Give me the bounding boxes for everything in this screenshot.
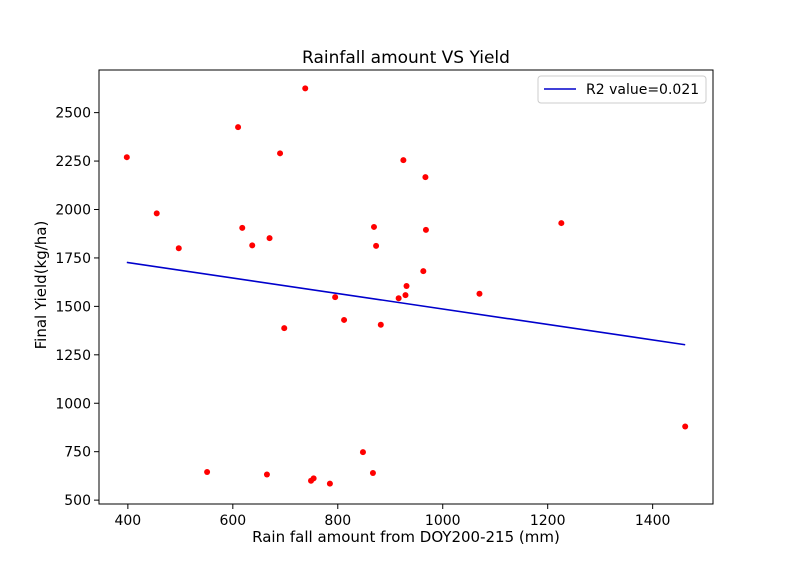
data-point [682,423,689,430]
legend: R2 value=0.021 [537,75,707,104]
y-tick-label: 750 [64,445,91,461]
legend-label: R2 value=0.021 [586,82,699,98]
data-point [373,242,380,249]
data-point [558,220,565,227]
y-axis: 500 750 1000 1250 1500 1750 2000 2250 2500 [55,106,99,509]
x-axis-label: Rain fall amount from DOY200-215 (mm) [252,528,560,546]
data-point [235,124,242,131]
data-point [476,290,483,297]
data-point [281,325,288,332]
data-point [153,210,160,217]
y-tick-label: 2000 [55,203,91,219]
data-point [263,471,270,478]
data-points [123,85,689,487]
plot-frame [98,69,714,505]
y-tick-label: 1250 [55,348,91,364]
x-tick-label: 1400 [635,513,671,529]
chart-title: Rainfall amount VS Yield [302,48,510,68]
y-tick-label: 1500 [55,299,91,315]
data-point [277,150,284,157]
data-point [402,292,409,299]
x-tick-label: 1200 [530,513,566,529]
data-point [377,321,384,328]
data-point [420,268,427,275]
data-point [266,235,273,242]
x-tick-label: 800 [324,513,351,529]
y-tick-label: 2500 [55,106,91,122]
fit-line-layer [126,261,686,346]
data-point [341,316,348,323]
data-point [310,475,317,482]
y-tick-label: 1750 [55,251,91,267]
y-axis-label: Final Yield(kg/ha) [32,221,50,350]
data-point [422,226,429,233]
x-tick-label: 400 [114,513,141,529]
data-point [403,283,410,290]
x-tick-label: 600 [219,513,246,529]
data-point [422,174,429,181]
y-tick-label: 1000 [55,396,91,412]
x-tick-label: 1000 [425,513,461,529]
data-point [326,480,333,487]
data-point [359,449,366,456]
data-point [249,242,256,249]
y-tick-label: 2250 [55,154,91,170]
data-point [395,295,402,302]
data-point [332,294,339,301]
data-point [369,470,376,476]
data-point [400,157,407,164]
data-point [175,245,182,252]
regression-line [126,261,686,346]
x-axis: 400 600 800 1000 1200 1400 [114,504,670,529]
y-tick-label: 500 [64,493,91,509]
data-point [123,154,130,161]
data-point [204,469,211,476]
data-point [239,224,246,231]
legend-box [537,75,707,104]
data-point [370,223,377,230]
data-point [302,85,309,92]
